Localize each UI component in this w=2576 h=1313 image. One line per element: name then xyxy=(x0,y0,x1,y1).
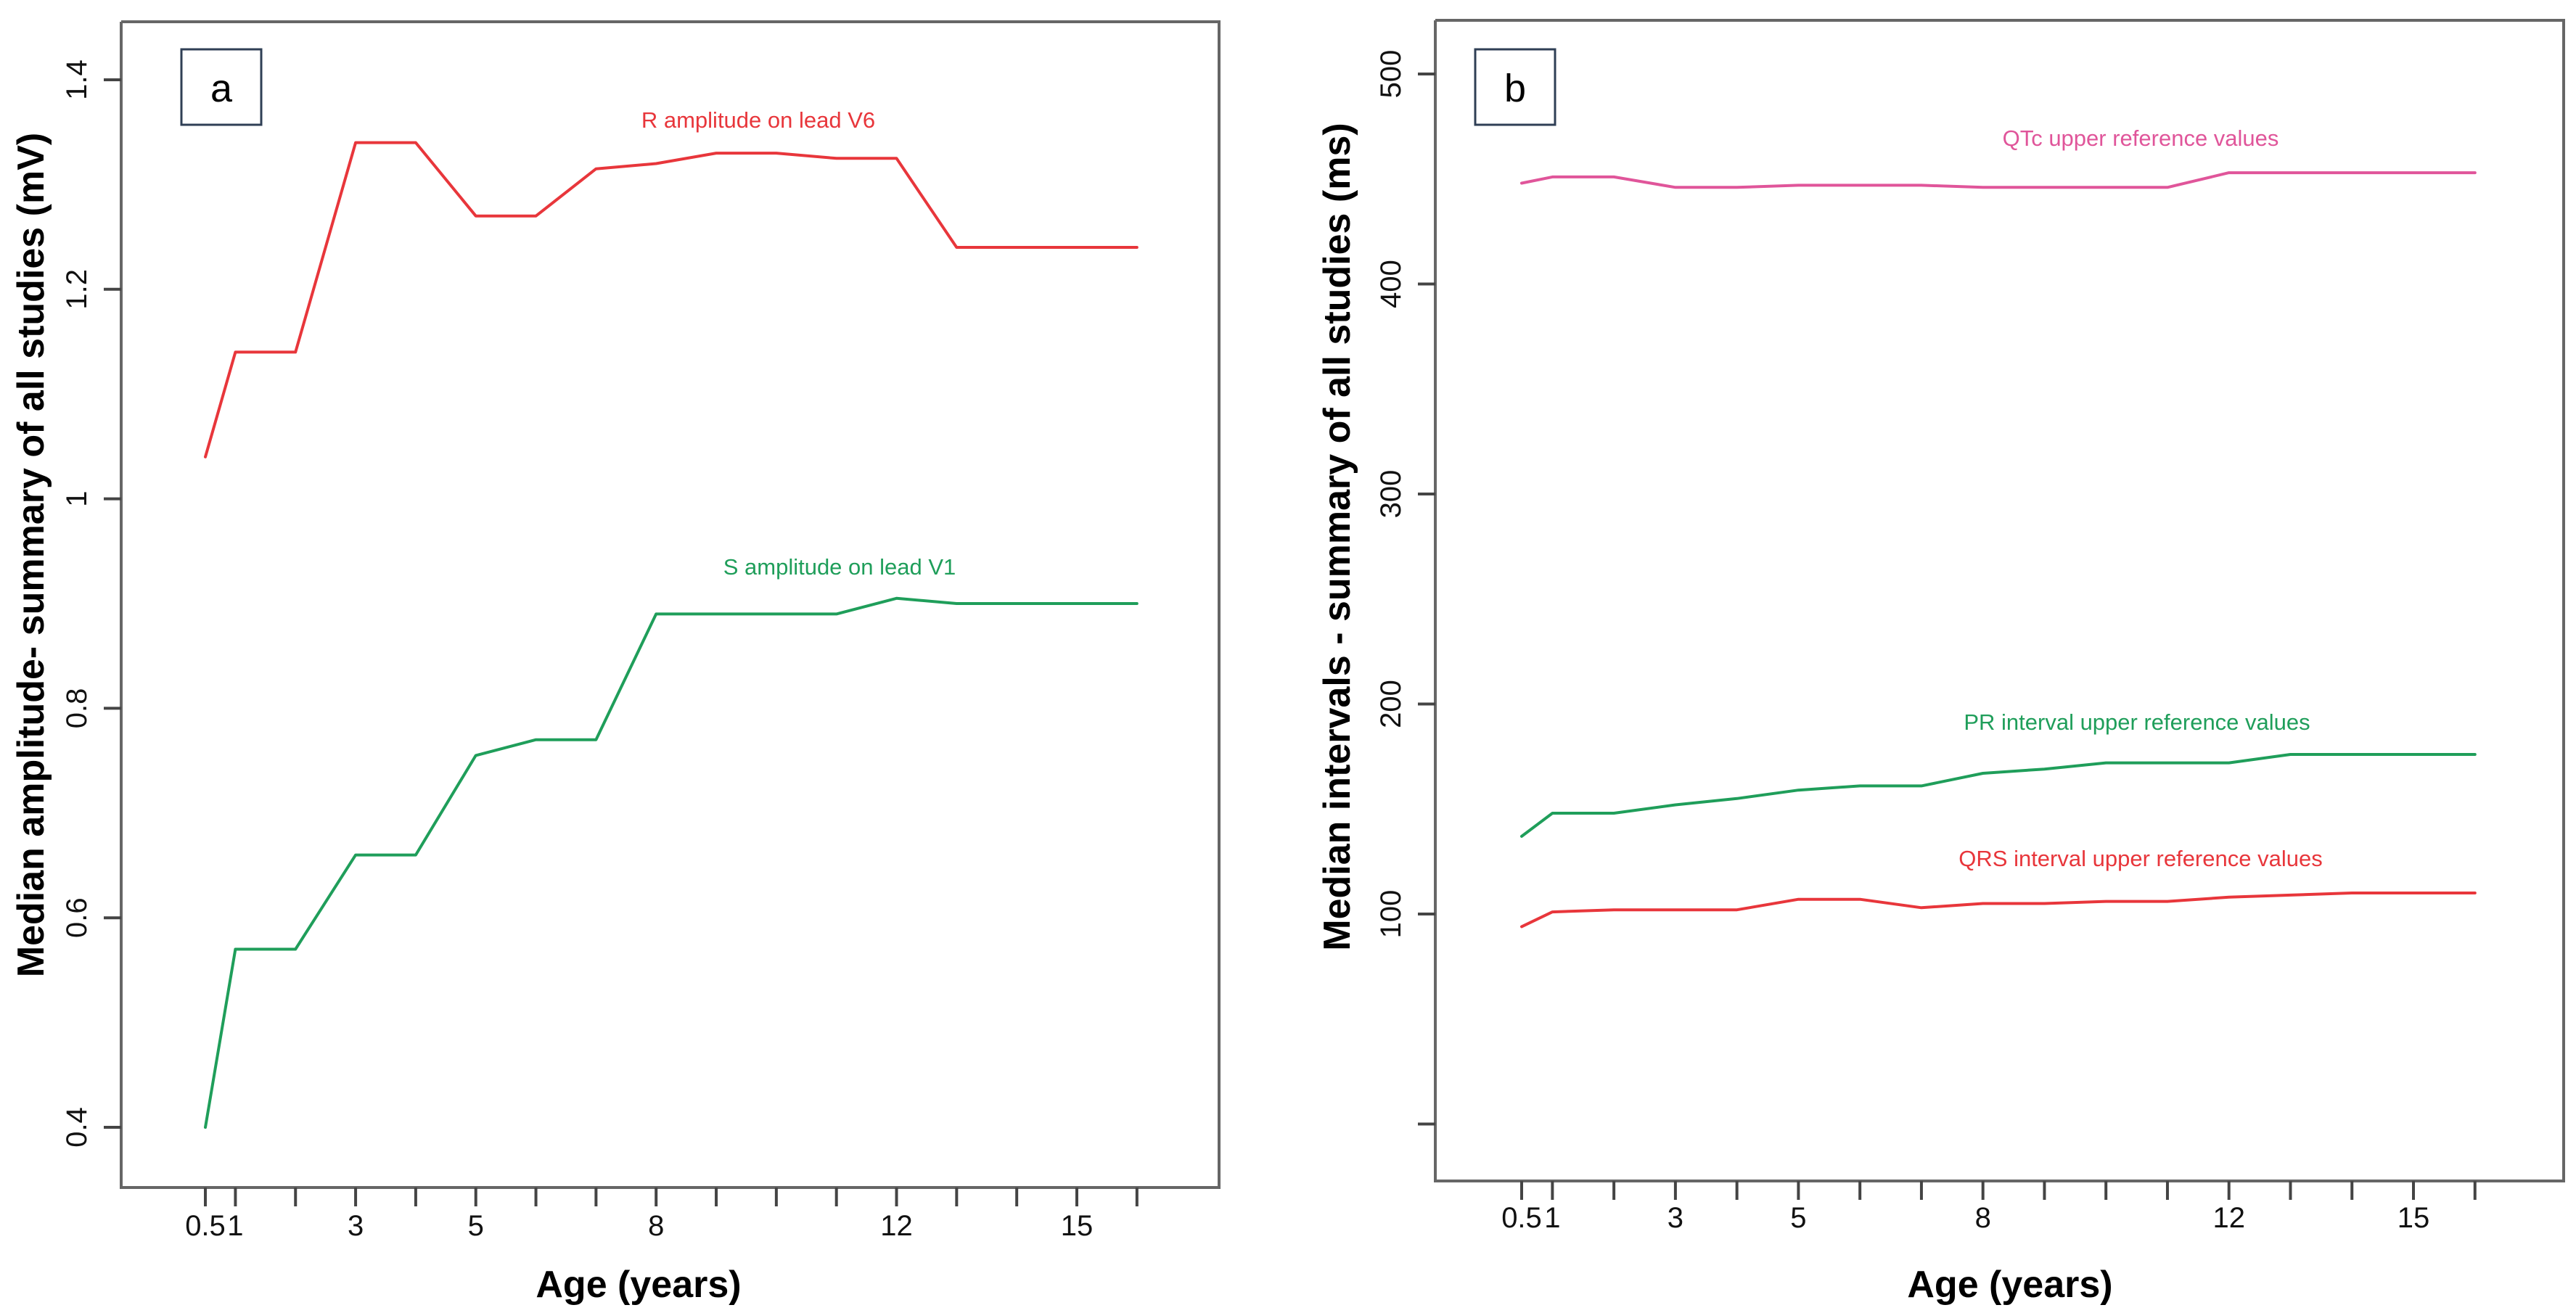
panel-a-chart: a 0.40.60.811.21.40.5 1 3 5 8 12 15 R amplitud… xyxy=(10,20,1221,1306)
panel-b-y-axis-title: Median intervals - summary of all studie… xyxy=(1316,123,1358,950)
panel-a-axes: 0.40.60.811.21.40.5 1 3 5 8 12 15 xyxy=(61,20,1221,1242)
series-label-s-amplitude-on-lead-v1: S amplitude on lead V1 xyxy=(723,554,956,580)
panel-b-y-tick-label: 500 xyxy=(1375,50,1407,99)
panel-b-x-tick-label: 12 xyxy=(2212,1202,2245,1234)
panel-a-y-tick-label: 1.2 xyxy=(61,269,93,310)
series-label-qtc-upper-reference-values: QTc upper reference values xyxy=(2003,125,2279,151)
panel-b-y-tick-label: 300 xyxy=(1375,470,1407,519)
panel-b-x-tick-label: 3 xyxy=(1668,1202,1683,1234)
panel-a-label: a xyxy=(210,67,233,110)
panel-b-x-tick-label: 1 xyxy=(1544,1202,1560,1234)
panel-a-x-tick-label: 5 xyxy=(468,1210,484,1242)
panel-a-x-tick-label: 1 xyxy=(227,1210,243,1242)
panel-b-axes: 100 200 300 400 500 0.5 1 3 5 8 12 15 xyxy=(1375,19,2565,1234)
panel-a-frame xyxy=(120,20,1221,1189)
panel-b-label-box xyxy=(1474,48,1556,126)
panel-a-y-tick-label: 1 xyxy=(61,490,93,506)
panel-a-x-tick-label: 3 xyxy=(348,1210,364,1242)
panel-a-y-tick-label: 1.4 xyxy=(61,59,93,100)
panel-a-x-tick-label: 15 xyxy=(1061,1210,1094,1242)
panel-a-label-box xyxy=(180,48,263,126)
panel-a-x-tick-label: 12 xyxy=(880,1210,913,1242)
panel-b-y-tick-label: 100 xyxy=(1375,890,1407,939)
panel-b-label: b xyxy=(1504,67,1526,110)
panel-a-x-axis-title: Age (years) xyxy=(536,1264,741,1306)
panel-a-y-tick-label: 0.6 xyxy=(61,897,93,938)
panel-b-x-tick-label: 5 xyxy=(1790,1202,1806,1234)
panel-a-series: R amplitude on lead V6 S amplitude on lea… xyxy=(204,107,1139,1129)
panel-b-series: QTc upper reference values PR interval up… xyxy=(1520,125,2477,929)
panel-b-x-tick-label: 0.5 xyxy=(1501,1202,1542,1234)
panel-a-x-tick-label: 0.5 xyxy=(185,1210,226,1242)
series-label-r-amplitude-on-lead-v6: R amplitude on lead V6 xyxy=(641,107,875,133)
panel-b-x-tick-label: 8 xyxy=(1975,1202,1991,1234)
series-line-r-amplitude-on-lead-v6 xyxy=(204,141,1139,458)
series-line-s-amplitude-on-lead-v1 xyxy=(204,596,1139,1129)
panel-b-chart: b 100 200 300 400 500 0.5 1 3 5 8 12 15 QTc upper r… xyxy=(1316,19,2565,1306)
panel-b-y-tick-label: 400 xyxy=(1375,260,1407,308)
panel-a-y-tick-label: 0.8 xyxy=(61,688,93,729)
panel-a-y-tick-label: 0.4 xyxy=(61,1107,93,1148)
series-line-pr-interval-upper-reference-values xyxy=(1520,753,2477,838)
panel-a-y-axis-title: Median amplitude- summary of all studies… xyxy=(10,133,52,977)
panel-b-x-axis-title: Age (years) xyxy=(1907,1264,2112,1306)
series-line-qtc-upper-reference-values xyxy=(1520,171,2477,189)
series-line-qrs-interval-upper-reference-values xyxy=(1520,892,2477,929)
panel-b-frame xyxy=(1434,19,2565,1182)
series-label-pr-interval-upper-reference-values: PR interval upper reference values xyxy=(1964,709,2310,735)
series-label-qrs-interval-upper-reference-values: QRS interval upper reference values xyxy=(1958,846,2322,871)
panel-b-y-tick-label: 200 xyxy=(1375,680,1407,728)
panel-b-x-tick-label: 15 xyxy=(2397,1202,2430,1234)
panel-a-x-tick-label: 8 xyxy=(648,1210,664,1242)
